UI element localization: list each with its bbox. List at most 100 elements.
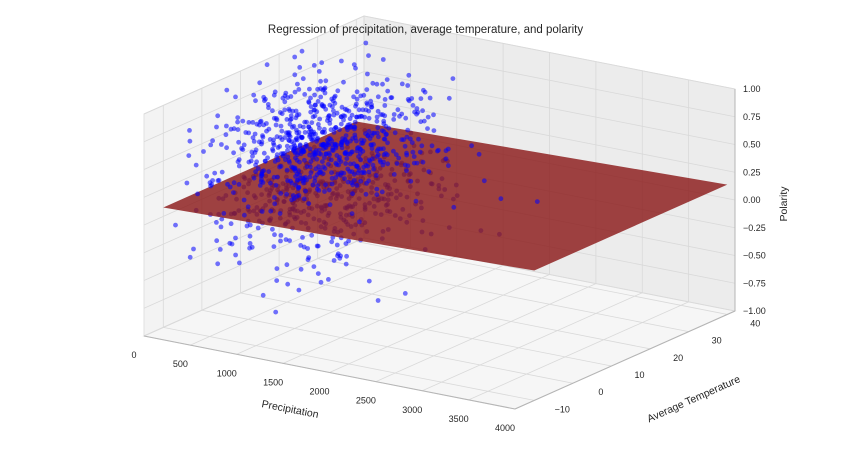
data-point	[310, 182, 316, 188]
data-point	[351, 94, 356, 100]
data-point	[295, 81, 300, 87]
data-point	[244, 223, 250, 229]
data-point	[286, 106, 292, 112]
data-point	[406, 98, 412, 104]
data-point	[334, 153, 340, 158]
data-point	[250, 135, 256, 141]
data-point	[285, 95, 290, 100]
data-point	[342, 151, 348, 157]
data-point	[427, 95, 433, 101]
data-point	[224, 145, 230, 151]
data-point	[273, 122, 279, 128]
data-point	[300, 175, 306, 181]
data-point	[388, 95, 394, 101]
data-point	[399, 137, 405, 143]
data-point	[350, 182, 356, 188]
z-tick-label: 0.50	[743, 140, 761, 150]
data-point	[342, 113, 348, 119]
data-point	[307, 174, 313, 180]
data-point	[380, 57, 386, 62]
z-tick-label: −0.50	[743, 251, 766, 261]
data-point	[240, 118, 246, 124]
data-point	[285, 281, 291, 287]
gridline-z	[363, 43, 736, 118]
data-point	[374, 118, 380, 124]
z-tick-label: −0.25	[743, 223, 766, 233]
data-point	[273, 309, 279, 315]
data-point	[408, 178, 414, 184]
data-point	[349, 149, 354, 155]
data-point	[274, 174, 280, 180]
data-point	[314, 186, 320, 192]
data-point	[375, 152, 381, 158]
data-point	[446, 163, 451, 169]
data-point	[279, 111, 285, 117]
data-point	[318, 279, 324, 285]
data-point	[316, 122, 321, 127]
gridline-y	[240, 292, 612, 367]
data-point	[357, 219, 362, 225]
data-point	[320, 171, 326, 177]
data-point	[204, 173, 210, 179]
data-point	[274, 278, 280, 283]
data-point	[301, 124, 306, 130]
data-point	[420, 108, 425, 114]
z-tick-label: 0.75	[743, 112, 761, 122]
data-point	[278, 233, 284, 238]
data-point	[274, 134, 280, 140]
data-point	[431, 112, 436, 118]
data-point	[380, 162, 386, 168]
data-point	[393, 152, 399, 158]
data-point	[212, 170, 218, 176]
data-point	[370, 156, 375, 162]
data-point	[402, 291, 408, 296]
data-point	[326, 161, 331, 167]
data-point	[338, 121, 344, 127]
data-point	[368, 98, 374, 104]
data-point	[228, 221, 234, 227]
x-tick-label: 3500	[449, 414, 469, 424]
data-point	[316, 170, 322, 176]
data-point	[349, 112, 355, 118]
data-point	[219, 142, 224, 147]
data-point	[300, 76, 306, 82]
data-point	[436, 147, 441, 153]
y-tick-label: 30	[712, 336, 722, 346]
data-point	[253, 98, 258, 104]
data-point	[215, 178, 221, 184]
data-point	[306, 100, 312, 105]
data-point	[266, 169, 272, 175]
data-point	[236, 182, 242, 187]
data-point	[316, 147, 322, 153]
data-point	[318, 86, 323, 91]
data-point	[366, 178, 372, 184]
data-point	[297, 172, 302, 178]
data-point	[308, 95, 313, 101]
data-point	[303, 188, 308, 194]
data-point	[225, 181, 230, 187]
data-point	[374, 186, 380, 192]
data-point	[386, 125, 392, 131]
data-point	[329, 239, 335, 245]
data-point	[345, 179, 351, 185]
data-point	[323, 182, 328, 188]
data-point	[208, 142, 214, 148]
data-point	[374, 114, 380, 120]
data-point	[215, 113, 221, 119]
data-point	[354, 96, 360, 102]
data-point	[408, 136, 413, 142]
data-point	[296, 87, 302, 92]
data-point	[315, 135, 321, 141]
data-point	[248, 158, 254, 164]
data-point	[292, 54, 298, 60]
data-point	[272, 159, 278, 164]
data-point	[361, 92, 367, 98]
data-point	[274, 155, 280, 160]
x-tick-label: 2000	[309, 387, 329, 397]
data-point	[384, 77, 390, 82]
data-point	[362, 114, 368, 120]
gridline-y	[279, 275, 651, 350]
data-point	[412, 109, 417, 115]
